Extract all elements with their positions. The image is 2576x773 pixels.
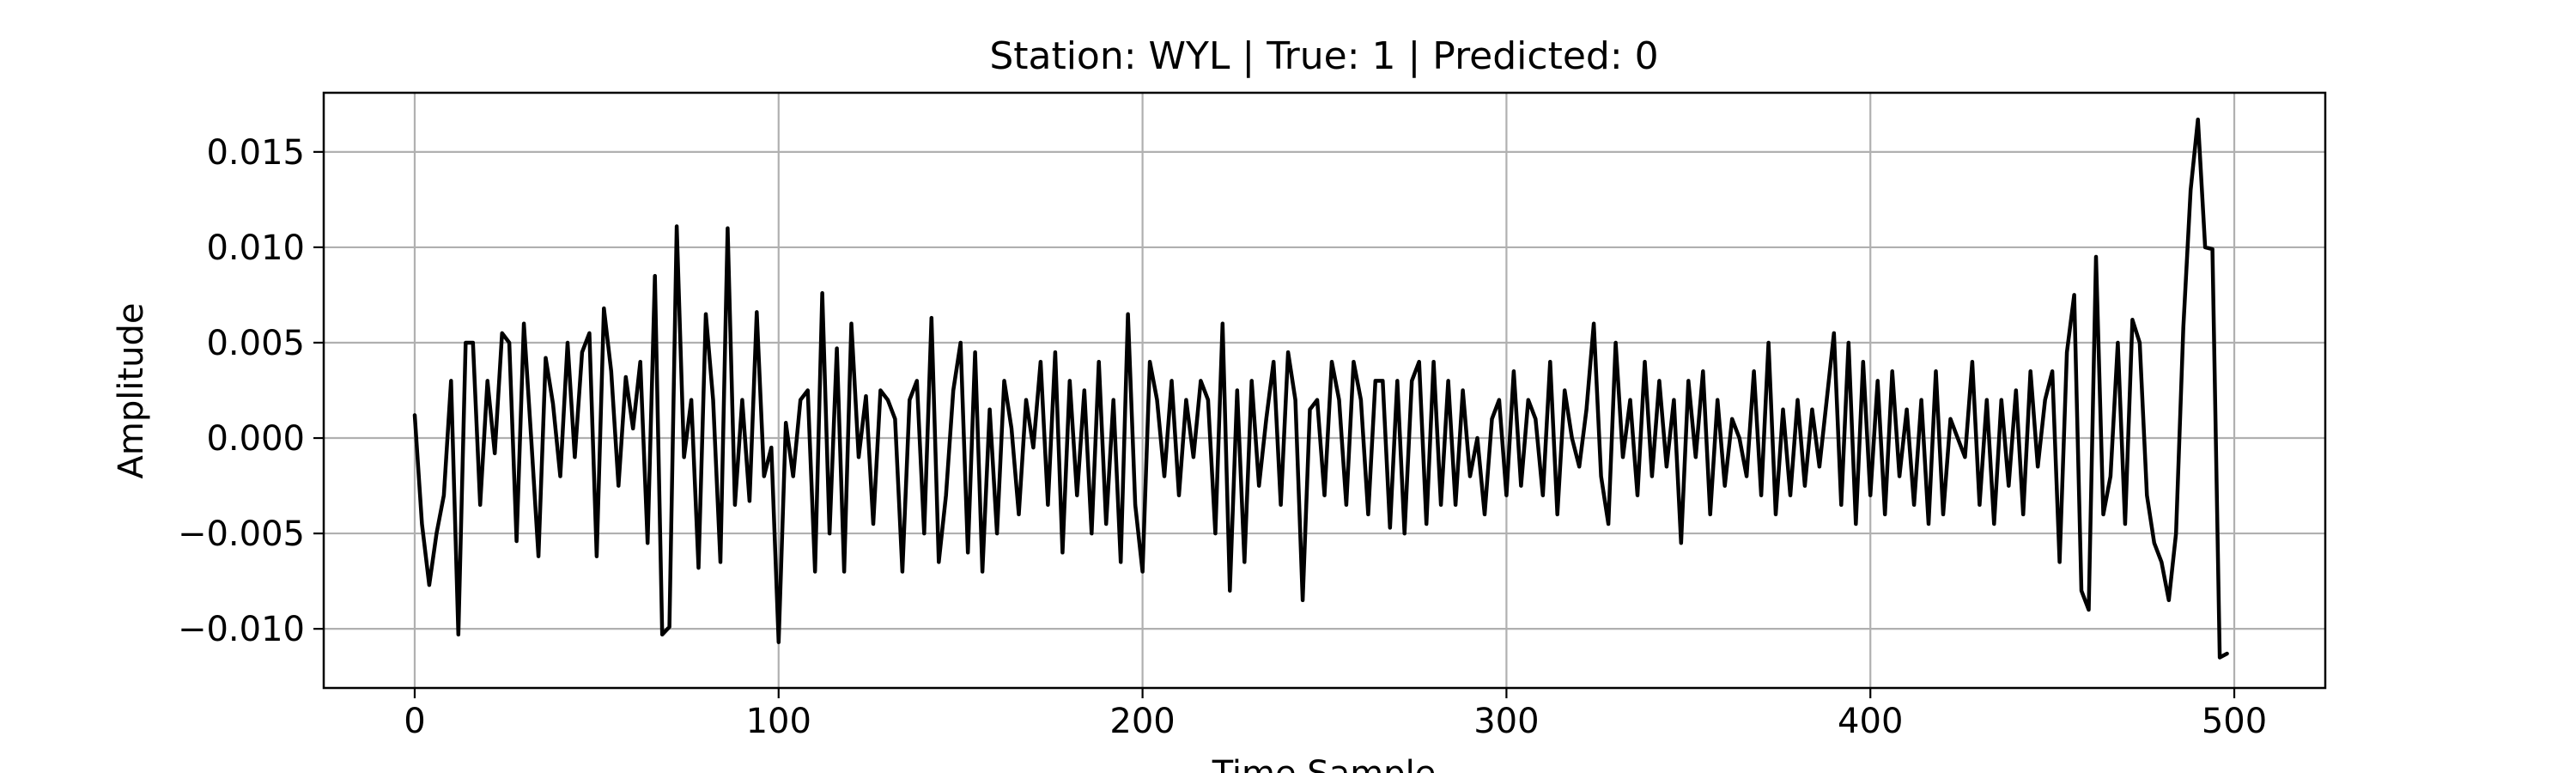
y-tick-label: 0.000 (206, 419, 305, 459)
x-tick-label: 500 (2202, 702, 2267, 741)
y-tick-label: −0.005 (178, 514, 305, 554)
plot-area-frame (322, 91, 2327, 690)
y-tick-label: 0.005 (206, 324, 305, 363)
series-layer (412, 117, 2229, 660)
x-tick-label: 100 (746, 702, 811, 741)
grid-lines (324, 93, 2325, 688)
y-axis-ticks: −0.010 −0.005 0.000 0.005 0.010 0.015 (178, 133, 324, 649)
y-tick-label: 0.015 (206, 133, 305, 173)
amplitude-series-line (412, 117, 2229, 660)
y-tick-label: 0.010 (206, 228, 305, 268)
x-tick-label: 300 (1473, 702, 1539, 741)
y-axis-label: Amplitude (112, 303, 151, 479)
x-axis-label: Time Sample (1212, 754, 1437, 773)
chart-title: Station: WYL | True: 1 | Predicted: 0 (989, 34, 1658, 78)
x-tick-label: 200 (1109, 702, 1175, 741)
x-tick-label: 400 (1838, 702, 1903, 741)
y-tick-label: −0.010 (178, 610, 305, 649)
x-axis-ticks: 0 100 200 300 400 500 (404, 688, 2267, 741)
x-tick-label: 0 (404, 702, 425, 741)
